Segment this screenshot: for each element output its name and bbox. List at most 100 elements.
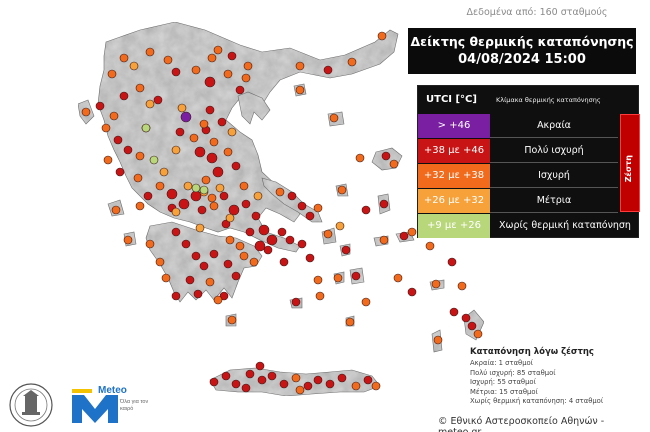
station-marker-very-strong [175,127,185,137]
legend-category: Μέτρια [536,195,572,206]
station-marker-strong [393,273,403,283]
station-marker-strong [133,173,143,183]
station-marker-very-strong [245,369,255,379]
station-marker-strong [351,381,361,391]
station-marker-strong [109,111,119,121]
station-marker-very-strong [231,271,241,281]
station-marker-very-strong [235,85,245,95]
station-marker-strong [313,275,323,285]
station-marker-very-strong [251,211,261,221]
station-marker-moderate [171,145,181,155]
station-marker-strong [355,153,365,163]
station-marker-very-strong [241,199,251,209]
station-marker-strong [145,47,155,57]
station-marker-very-strong [291,297,301,307]
station-marker-strong [337,185,347,195]
station-marker-very-strong [337,373,347,383]
station-marker-strong [207,53,217,63]
legend-category: Πολύ ισχυρή [524,145,584,156]
station-marker-strong [101,123,111,133]
station-marker-very-strong [258,224,270,236]
station-marker-moderate [177,103,187,113]
summary-title: Καταπόνηση λόγω ζέστης [470,347,594,357]
legend-row-extreme: > +46 Ακραία [418,114,618,138]
station-marker-very-strong [361,205,371,215]
station-marker-very-strong [204,76,216,88]
station-marker-very-strong [447,257,457,267]
station-marker-strong [163,55,173,65]
station-marker-very-strong [279,379,289,389]
station-marker-very-strong [297,201,307,211]
station-marker-none [199,185,209,195]
legend-swatch: +9 με +26 [418,214,490,238]
noa-logo-icon [9,383,53,427]
station-marker-strong [323,229,333,239]
station-marker-strong [161,273,171,283]
station-marker-strong [81,107,91,117]
station-marker-strong [191,65,201,75]
legend-row-strong: +32 με +38 Ισχυρή [418,164,618,188]
station-marker-moderate [183,181,193,191]
station-marker-very-strong [228,204,240,216]
station-marker-strong [295,385,305,395]
meteo-logo: Meteo Όλα για τον καιρό [72,385,152,425]
station-marker-very-strong [212,166,224,178]
station-marker-very-strong [313,375,323,385]
station-marker-very-strong [266,234,278,246]
station-marker-strong [389,159,399,169]
station-marker-strong [295,85,305,95]
station-marker-strong [431,279,441,289]
station-marker-strong [155,257,165,267]
station-marker-very-strong [461,313,471,323]
station-marker-very-strong [257,375,267,385]
station-marker-moderate [195,223,205,233]
station-marker-very-strong [217,117,227,127]
station-marker-very-strong [263,245,273,255]
station-marker-very-strong [279,257,289,267]
station-marker-very-strong [171,227,181,237]
station-marker-strong [227,315,237,325]
station-marker-very-strong [241,383,251,393]
map-title: Δείκτης θερμικής καταπόνησης [410,34,634,49]
legend-swatch: +26 με +32 [418,189,490,213]
station-marker-strong [379,235,389,245]
station-marker-very-strong [113,135,123,145]
station-marker-strong [371,381,381,391]
station-marker-strong [473,329,483,339]
heat-group-bar: Ζέστη [620,114,640,212]
meteo-name: Meteo [98,385,127,396]
station-marker-very-strong [209,377,219,387]
station-marker-very-strong [185,275,195,285]
station-marker-strong [135,151,145,161]
station-marker-strong [295,61,305,71]
station-marker-strong [201,175,211,185]
station-marker-very-strong [381,151,391,161]
station-marker-strong [225,235,235,245]
station-marker-moderate [225,213,235,223]
legend-category: Ισχυρή [538,170,570,181]
station-marker-very-strong [123,145,133,155]
station-marker-moderate [145,99,155,109]
station-marker-very-strong [219,191,229,201]
station-marker-very-strong [449,307,459,317]
station-marker-very-strong [171,67,181,77]
station-marker-very-strong [219,291,229,301]
legend-utci-header: UTCI [°C] [426,94,477,105]
station-marker-strong [333,273,343,283]
station-marker-very-strong [467,321,477,331]
legend-header: UTCI [°C] Κλίμακα θερμικής καταπόνησης [418,86,640,114]
station-marker-strong [241,73,251,83]
station-marker-strong [313,203,323,213]
station-marker-strong [249,257,259,267]
station-marker-very-strong [181,239,191,249]
station-marker-moderate [159,167,169,177]
mainland-greece [97,21,399,253]
station-marker-strong [111,205,121,215]
station-marker-very-strong [297,239,307,249]
summary-line: Ακραία: 1 σταθμοί [470,359,533,367]
station-marker-very-strong [231,379,241,389]
station-marker-strong [213,45,223,55]
chalkidiki [237,91,271,125]
station-marker-strong [361,297,371,307]
